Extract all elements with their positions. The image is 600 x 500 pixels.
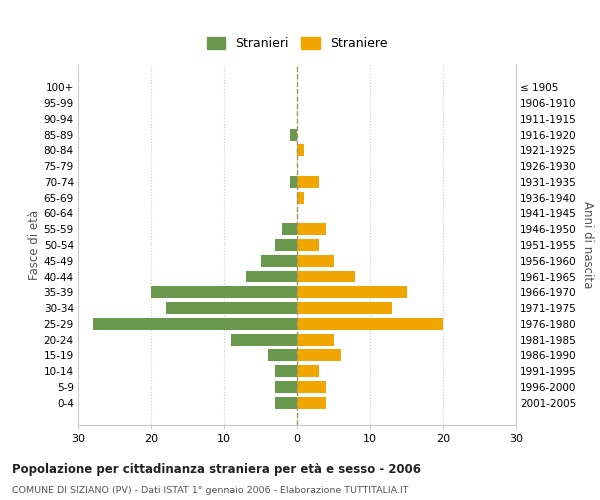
Bar (290, 176, 297, 188)
Bar (297, 302, 392, 314)
Text: COMUNE DI SIZIANO (PV) - Dati ISTAT 1° gennaio 2006 - Elaborazione TUTTITALIA.IT: COMUNE DI SIZIANO (PV) - Dati ISTAT 1° g… (12, 486, 409, 495)
Bar (297, 255, 334, 266)
Bar (297, 270, 355, 282)
Bar (166, 302, 297, 314)
Bar (297, 286, 407, 298)
Bar (290, 128, 297, 140)
Bar (275, 366, 297, 377)
Y-axis label: Fasce di età: Fasce di età (28, 210, 41, 280)
Bar (275, 397, 297, 408)
Bar (297, 224, 326, 235)
Bar (151, 286, 297, 298)
Legend: Stranieri, Straniere: Stranieri, Straniere (202, 32, 392, 55)
Bar (297, 350, 341, 362)
Bar (275, 239, 297, 251)
Y-axis label: Anni di nascita: Anni di nascita (581, 202, 593, 288)
Bar (275, 381, 297, 393)
Bar (297, 381, 326, 393)
Bar (297, 366, 319, 377)
Bar (297, 176, 319, 188)
Bar (260, 255, 297, 266)
Bar (297, 144, 304, 156)
Bar (232, 334, 297, 345)
Bar (283, 224, 297, 235)
Bar (246, 270, 297, 282)
Bar (268, 350, 297, 362)
Bar (297, 397, 326, 408)
Text: Popolazione per cittadinanza straniera per età e sesso - 2006: Popolazione per cittadinanza straniera p… (12, 462, 421, 475)
Bar (297, 334, 334, 345)
Bar (297, 318, 443, 330)
Bar (297, 192, 304, 203)
Bar (92, 318, 297, 330)
Bar (297, 239, 319, 251)
